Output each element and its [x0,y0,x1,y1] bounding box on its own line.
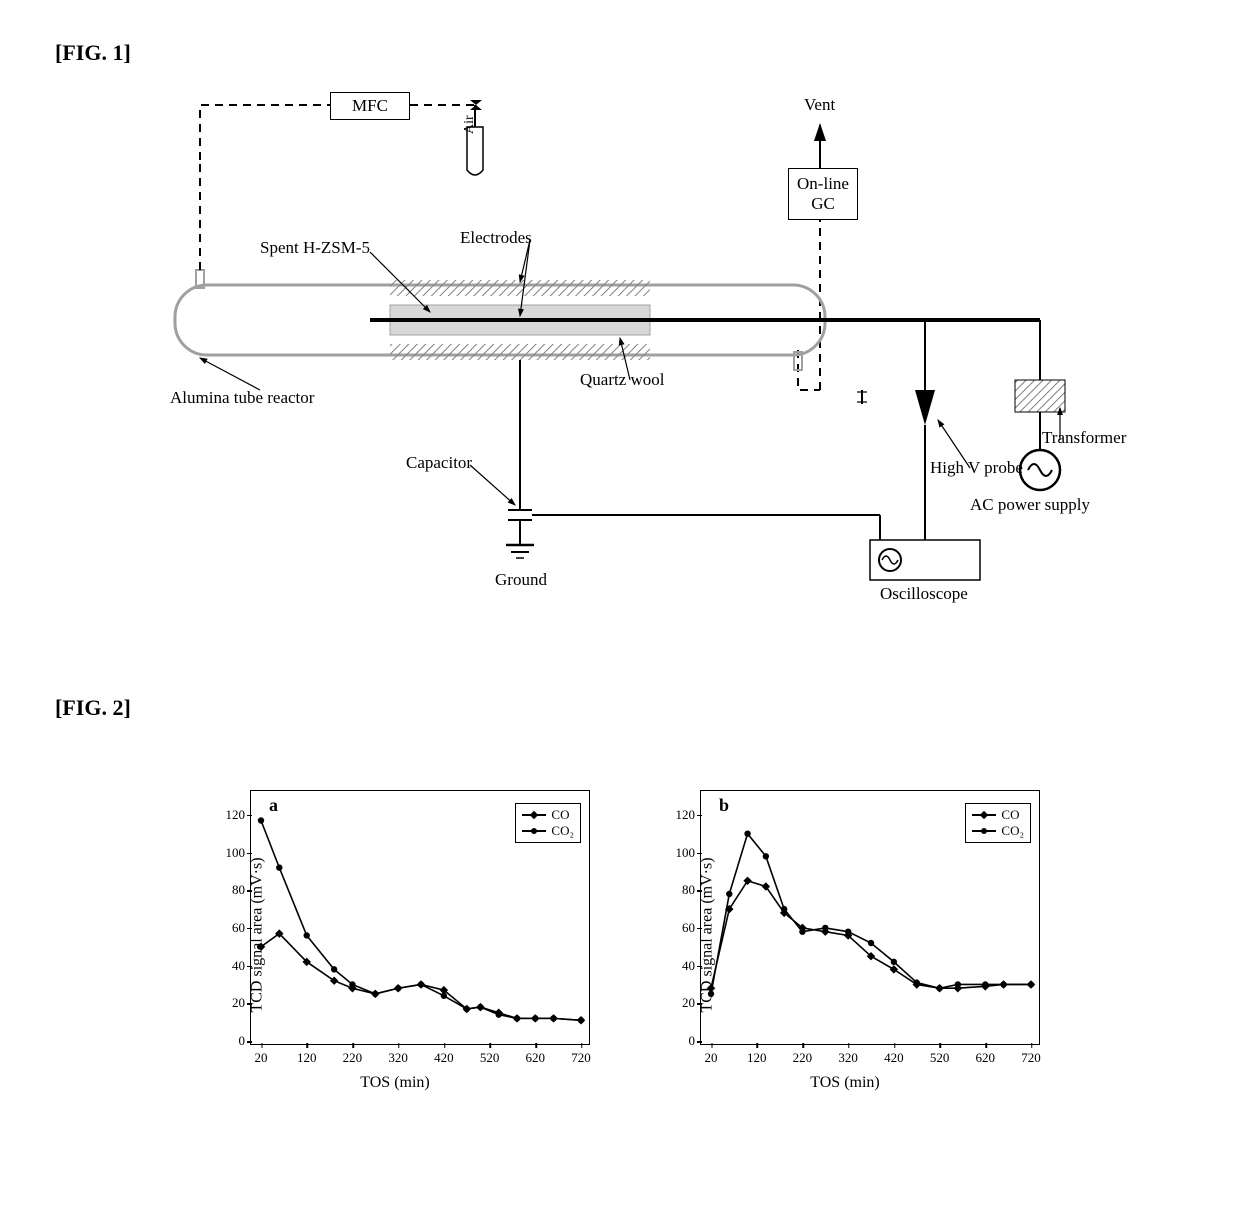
legend-a-co2: CO₂ [551,823,574,839]
quartz-label: Quartz wool [580,370,665,390]
transformer-label: Transformer [1042,428,1126,448]
mfc-box: MFC [330,92,410,120]
ac-label: AC power supply [970,495,1090,515]
highv-label: High V probe [930,458,1023,478]
fig1-svg [170,90,1050,590]
chart-b: TCD signal area (mV·s) b CO CO₂ 02040608… [630,780,1060,1090]
alumina-label: Alumina tube reactor [170,388,314,408]
chart-b-xlabel: TOS (min) [810,1074,879,1092]
fig2-charts: TCD signal area (mV·s) a CO CO₂ 02040608… [180,780,1080,1140]
panel-b-letter: b [719,795,729,816]
fig1-diagram: MFC Air Vent On-line GC Spent H-ZSM-5 El… [170,90,1050,590]
ground-label: Ground [495,570,547,590]
chart-a: TCD signal area (mV·s) a CO CO₂ 02040608… [180,780,610,1090]
osc-label: Oscilloscope [880,584,968,604]
gc-box: On-line GC [788,168,858,220]
chart-b-plot: b CO CO₂ 0204060801001202012022032042052… [700,790,1040,1045]
spent-label: Spent H-ZSM-5 [260,238,370,258]
electrodes-label: Electrodes [460,228,532,248]
vent-label: Vent [804,95,835,115]
fig1-caption: [FIG. 1] [55,40,131,66]
capacitor-label: Capacitor [406,453,472,473]
fig2-caption: [FIG. 2] [55,695,131,721]
legend-b-co2: CO₂ [1001,823,1024,839]
chart-a-xlabel: TOS (min) [360,1074,429,1092]
chart-a-legend: CO CO₂ [515,803,581,843]
chart-b-legend: CO CO₂ [965,803,1031,843]
panel-a-letter: a [269,795,278,816]
legend-a-co: CO [551,807,569,823]
air-label: Air [462,115,478,134]
chart-a-plot: a CO CO₂ 0204060801001202012022032042052… [250,790,590,1045]
legend-b-co: CO [1001,807,1019,823]
